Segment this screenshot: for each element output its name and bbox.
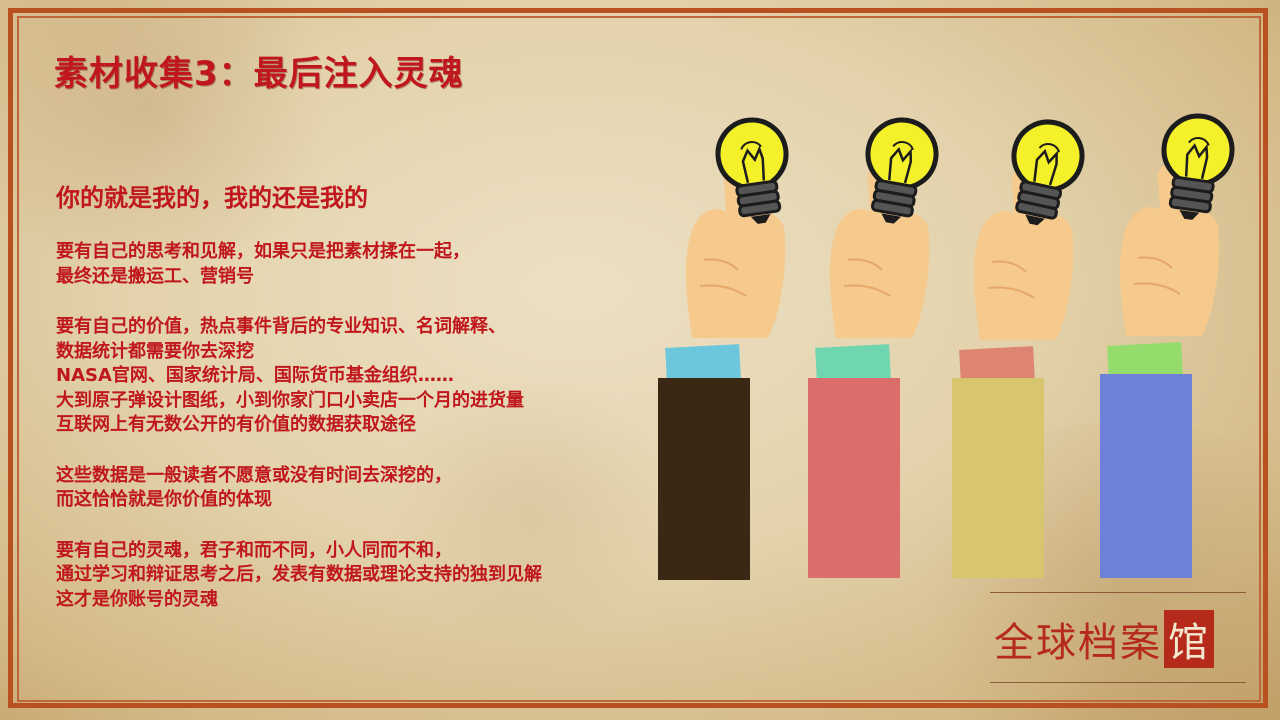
logo-divider: [990, 682, 1246, 683]
body-line: 数据统计都需要你去深挖: [56, 340, 254, 362]
sleeve-2: [808, 378, 900, 578]
brand-logo: 全球档案馆: [990, 592, 1246, 684]
paragraph-data: 这些数据是一般读者不愿意或没有时间去深挖的， 而这恰恰就是你价值的体现: [56, 464, 656, 513]
hand-3: [952, 116, 1088, 578]
slide-subtitle: 你的就是我的，我的还是我的: [56, 184, 368, 212]
body-line: 大到原子弹设计图纸，小到你家门口小卖店一个月的进货量: [56, 389, 524, 411]
slide-title: 素材收集3：最后注入灵魂: [54, 54, 464, 94]
sleeve-4: [1100, 374, 1192, 578]
body-line: 要有自己的灵魂，君子和而不同，小人同而不和，: [56, 539, 452, 561]
logo-boxed-char: 馆: [1164, 610, 1214, 668]
body-line: 这才是你账号的灵魂: [56, 588, 218, 610]
sleeve-1: [658, 378, 750, 580]
body-line: 要有自己的价值，热点事件背后的专业知识、名词解释、: [56, 316, 506, 337]
body-line: 这些数据是一般读者不愿意或没有时间去深挖的，: [56, 464, 452, 486]
hand-1: [658, 116, 795, 580]
body-line: 要有自己的思考和见解，如果只是把素材揉在一起，: [56, 241, 470, 262]
cuff-4: [1107, 342, 1183, 380]
logo-divider: [990, 592, 1246, 593]
logo-name: 全球档案: [994, 620, 1162, 666]
body-line: 通过学习和辩证思考之后，发表有数据或理论支持的独到见解: [56, 564, 542, 585]
paragraph-soul: 要有自己的灵魂，君子和而不同，小人同而不和， 通过学习和辩证思考之后，发表有数据…: [56, 539, 656, 613]
logo-text: 全球档案馆: [994, 610, 1214, 668]
slide-frame-inner: [17, 16, 1261, 702]
body-line: 而这恰恰就是你价值的体现: [56, 489, 272, 510]
hands-with-bulbs-illustration: [658, 110, 1260, 580]
slide-body: 要有自己的思考和见解，如果只是把素材揉在一起， 最终还是搬运工、营销号 要有自己…: [56, 240, 656, 638]
paragraph-value: 要有自己的价值，热点事件背后的专业知识、名词解释、 数据统计都需要你去深挖 NA…: [56, 315, 656, 438]
hand-4: [1100, 112, 1236, 578]
slide-frame: [8, 8, 1268, 708]
sleeve-3: [952, 378, 1044, 578]
paragraph-thinking: 要有自己的思考和见解，如果只是把素材揉在一起， 最终还是搬运工、营销号: [56, 240, 656, 289]
cuff-3: [959, 346, 1035, 384]
hand-2: [808, 115, 941, 578]
body-line: NASA官网、国家统计局、国际货币基金组织……: [56, 365, 454, 386]
body-line: 最终还是搬运工、营销号: [56, 265, 254, 287]
cuff-1: [665, 344, 741, 382]
cuff-2: [815, 344, 891, 382]
body-line: 互联网上有无数公开的有价值的数据获取途径: [56, 414, 416, 435]
